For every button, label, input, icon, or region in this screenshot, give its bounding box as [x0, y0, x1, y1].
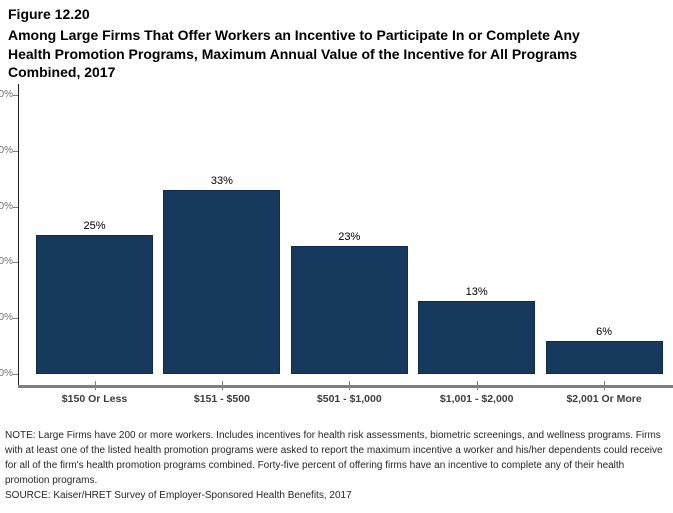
y-axis-tick-label: 0%: [0, 368, 13, 379]
bar-1: [36, 234, 153, 374]
x-category-label: $1,001 - $2,000: [439, 393, 514, 405]
bar-5: [545, 340, 663, 374]
bar-4: [418, 301, 536, 374]
bar-value-label: 13%: [465, 286, 488, 299]
x-axis-tick: [94, 381, 96, 390]
y-axis-line: [18, 84, 19, 388]
y-axis-tick: [13, 318, 18, 320]
x-category-label: $150 Or Less: [61, 393, 128, 405]
bar-value-label: 23%: [338, 230, 361, 243]
y-axis-tick-label: 30%: [0, 200, 14, 212]
bar-value-label: 25%: [83, 219, 106, 232]
y-axis-tick: [13, 206, 18, 208]
bar-value-label: 33%: [210, 174, 233, 187]
y-axis-tick: [13, 262, 18, 264]
x-category-label: $2,001 Or More: [566, 393, 642, 405]
bar-value-label: 6%: [596, 325, 613, 338]
figure-title-line-1: Among Large Firms That Offer Workers an …: [8, 27, 580, 43]
source-text: SOURCE: Kaiser/HRET Survey of Employer-S…: [5, 490, 352, 501]
x-axis-baseline: [18, 385, 673, 388]
y-axis-tick: [13, 95, 18, 96]
figure-title-line-2: Health Promotion Programs, Maximum Annua…: [8, 45, 578, 62]
figure-label: Figure 12.20: [8, 6, 90, 22]
figure-title-line-3: Combined, 2017: [8, 64, 116, 80]
note-text: NOTE: Large Firms have 200 or more worke…: [5, 430, 663, 486]
y-axis-tick: [13, 374, 18, 375]
x-axis-tick: [349, 381, 351, 390]
bar-3: [290, 245, 408, 374]
x-category-label: $151 - $500: [193, 393, 250, 405]
header: Figure 12.20 Among Large Firms That Offe…: [8, 5, 648, 82]
x-axis-tick: [476, 381, 478, 390]
bar-2: [163, 189, 281, 374]
y-axis-tick-label: 20%: [0, 256, 14, 268]
y-axis-tick-label: 50%: [0, 89, 14, 100]
y-axis-tick-label: 40%: [0, 144, 14, 156]
y-axis-tick: [13, 150, 18, 152]
x-axis-tick: [604, 381, 606, 390]
x-axis-tick: [221, 381, 223, 390]
y-axis-tick-label: 10%: [0, 312, 14, 324]
footnotes: NOTE: Large Firms have 200 or more worke…: [5, 428, 668, 503]
figure-title: Among Large Firms That Offer Workers an …: [8, 26, 648, 82]
x-category-label: $501 - $1,000: [316, 393, 382, 405]
